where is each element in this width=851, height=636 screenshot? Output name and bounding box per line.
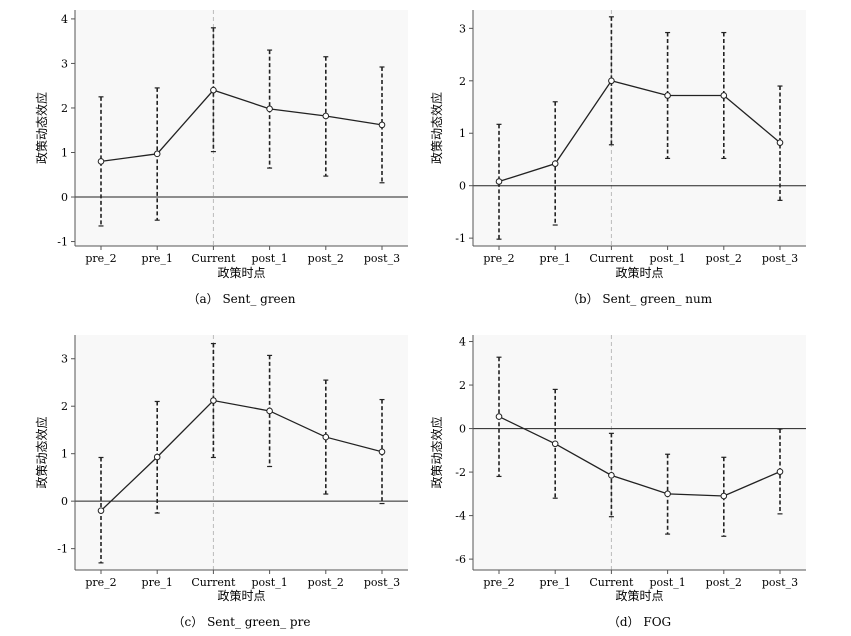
y-tick-label: -4 [455,510,466,523]
x-tick-label: post_1 [251,576,287,589]
plot-area [75,335,408,570]
data-point [97,507,105,514]
x-tick-label: pre_1 [540,576,571,589]
y-tick-label: -1 [57,543,68,556]
data-point [495,413,503,420]
panel-caption: （c） Sent_ green_ pre [173,615,311,629]
data-point [322,112,330,120]
y-tick-label: 2 [459,379,466,392]
y-axis-title: 政策动态效应 [429,416,444,488]
y-tick-label: 1 [61,146,68,159]
y-axis-title: 政策动态效应 [34,416,49,488]
data-point [720,492,728,500]
x-tick-label: post_2 [308,576,344,589]
y-tick-label: 0 [61,191,68,204]
series-line [100,399,383,512]
panel-caption: （b） Sent_ green_ num [567,292,713,306]
chart-panel-d: -6 -4 -2 0 2 4 pre_2 pre_1 Current post_1 post_2 po… [429,335,806,629]
data-point [97,158,105,165]
plot-area [473,335,806,570]
x-axis-title: 政策时点 [615,266,663,280]
data-point [495,178,503,185]
plot-area [473,10,806,246]
y-tick-label: 0 [61,495,68,508]
y-tick-label: -1 [455,232,466,245]
x-tick-label: pre_1 [142,252,173,265]
data-point [378,121,386,129]
data-point [210,397,217,404]
panel-caption: （d） FOG [608,615,671,629]
data-point [322,433,330,441]
y-tick-label: -2 [455,466,466,479]
data-point [608,472,615,479]
data-point [378,448,386,456]
y-tick-label: 2 [61,400,68,413]
chart-panel-a: -1 0 1 2 3 4 pre_2 pre_1 Current post_1 post_2 post… [34,10,408,306]
y-tick-label: -6 [455,553,466,566]
x-tick-label: pre_1 [142,576,173,589]
x-tick-label: post_3 [762,576,798,589]
series-line [498,80,781,183]
data-point [153,453,161,461]
data-point [551,160,559,167]
y-tick-label: 0 [459,423,466,436]
data-point [664,490,671,498]
x-tick-label: pre_2 [85,576,116,589]
plot-area [75,10,408,246]
y-tick-label: 4 [61,13,68,26]
data-point [776,139,784,146]
y-tick-label: -1 [57,236,68,249]
data-point [153,150,161,158]
data-point [720,92,728,99]
x-tick-label: pre_2 [483,576,514,589]
x-tick-label: post_2 [308,252,344,265]
x-tick-label: pre_2 [85,252,116,265]
data-point [210,86,217,94]
chart-panel-c: -1 0 1 2 3 pre_2 pre_1 Current post_1 post_2 post_… [34,335,408,629]
x-axis-title: 政策时点 [217,589,265,603]
series-line [100,89,383,163]
data-point [266,105,273,113]
x-tick-label: Current [191,576,236,589]
x-tick-label: post_2 [706,576,742,589]
y-tick-label: 2 [459,75,466,88]
x-tick-label: Current [191,252,236,265]
x-tick-label: pre_2 [483,252,514,265]
chart-panel-b: -1 0 1 2 3 pre_2 pre_1 Current post_1 post_2 post_… [429,10,806,306]
panel-caption: （a） Sent_ green [187,292,295,306]
y-tick-label: 4 [459,336,466,349]
data-point [551,440,559,448]
series-line [498,416,781,497]
x-tick-label: post_3 [364,576,400,589]
x-tick-label: Current [589,576,634,589]
y-tick-label: 0 [459,180,466,193]
data-point [664,92,671,99]
x-axis-title: 政策时点 [615,589,663,603]
y-tick-label: 1 [61,448,68,461]
y-tick-label: 3 [459,22,466,35]
x-tick-label: post_3 [762,252,798,265]
x-axis-title: 政策时点 [217,266,265,280]
data-point [608,77,615,85]
x-tick-label: post_1 [649,576,685,589]
y-axis-title: 政策动态效应 [429,92,444,164]
x-tick-label: post_3 [364,252,400,265]
y-tick-label: 3 [61,353,68,366]
y-axis-title: 政策动态效应 [34,92,49,164]
y-tick-label: 1 [459,127,466,140]
data-point [266,407,273,415]
data-point [776,468,784,475]
y-tick-label: 3 [61,57,68,70]
y-tick-label: 2 [61,102,68,115]
x-tick-label: pre_1 [540,252,571,265]
x-tick-label: Current [589,252,634,265]
x-tick-label: post_2 [706,252,742,265]
x-tick-label: post_1 [251,252,287,265]
x-tick-label: post_1 [649,252,685,265]
